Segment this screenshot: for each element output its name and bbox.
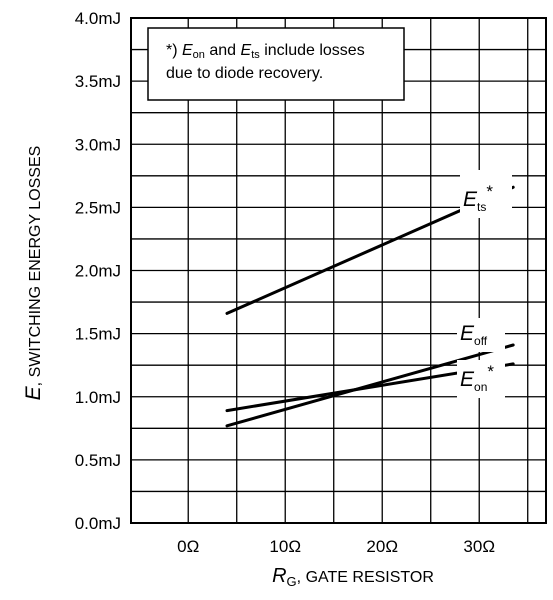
y-tick-label: 4.0mJ: [75, 9, 121, 28]
curve-label-backing: [457, 318, 505, 352]
x-tick-label: 10Ω: [269, 537, 301, 556]
y-tick-label: 2.5mJ: [75, 198, 121, 217]
plot-frame: [130, 17, 547, 524]
x-axis-title: RG, GATE RESISTOR: [272, 565, 434, 589]
note-box: *) Eon and Ets include losses due to dio…: [147, 27, 405, 101]
curve-label-backing: [457, 360, 505, 398]
curve-label-ts: Ets*: [463, 182, 493, 214]
y-tick-label: 3.5mJ: [75, 72, 121, 91]
x-tick-label: 0Ω: [177, 537, 199, 556]
curve-label-off: Eoff: [460, 322, 488, 348]
y-tick-label: 1.0mJ: [75, 388, 121, 407]
note-line-1: *) Eon and Ets include losses: [166, 42, 365, 61]
x-tick-labels: 0Ω10Ω20Ω30Ω40Ω: [177, 537, 495, 556]
curve-labels: Ets* Eoff Eon*: [457, 170, 512, 398]
curve-label-backing: [460, 170, 512, 218]
y-tick-label: 1.5mJ: [75, 325, 121, 344]
note-line-2: due to diode recovery.: [166, 65, 323, 82]
y-tick-labels: 0.0mJ 0.5mJ 1.0mJ 1.5mJ 2.0mJ 2.5mJ 3.0mJ 3.5mJ…: [75, 9, 121, 533]
series-line-off: [225, 343, 515, 428]
y-axis-title: E, SWITCHING ENERGY LOSSES: [22, 146, 45, 401]
y-tick-label: 0.5mJ: [75, 451, 121, 470]
note-frame: [147, 27, 405, 101]
curve-label-on: Eon*: [460, 362, 494, 394]
y-tick-label: 2.0mJ: [75, 262, 121, 281]
y-tick-label: 3.0mJ: [75, 135, 121, 154]
x-tick-label: 30Ω: [463, 537, 495, 556]
y-tick-label: 0.0mJ: [75, 514, 121, 533]
x-tick-label: 20Ω: [366, 537, 398, 556]
